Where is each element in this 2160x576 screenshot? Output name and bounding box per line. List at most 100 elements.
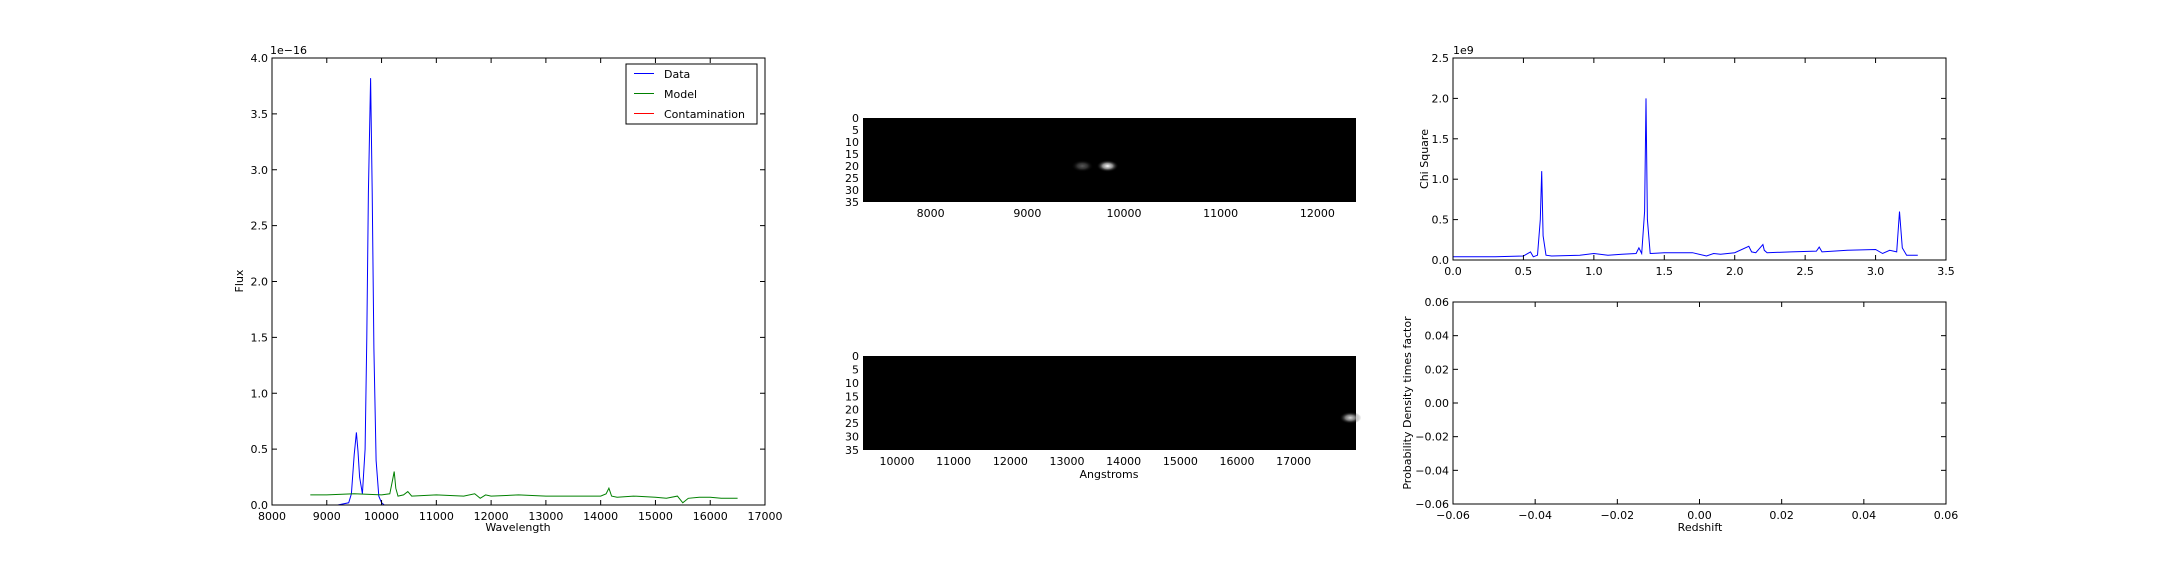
y-tick-label: 25 <box>845 417 859 430</box>
emission-source <box>1339 411 1362 424</box>
y-tick-label: 20 <box>845 160 859 173</box>
y-tick-label: 1.0 <box>251 387 269 400</box>
x-tick-label: 11000 <box>1203 207 1238 220</box>
spectrum-plot: 8000 9000 10000 11000 12000 13000 14000 15000 16… <box>233 44 783 534</box>
probability-x-ticks: −0.06 −0.04 −0.02 0.00 0.02 0.04 0.06 <box>1436 302 1958 522</box>
y-tick-label: 20 <box>845 404 859 417</box>
y-tick-label: 10 <box>845 136 859 149</box>
y-tick-label: −0.06 <box>1415 498 1449 511</box>
spectrum-series-data <box>337 78 387 506</box>
y-tick-label: 0.5 <box>251 443 269 456</box>
x-tick-label: 2.0 <box>1726 265 1744 278</box>
chi-square-plot-area <box>1453 58 1946 260</box>
y-tick-label: 1.5 <box>1432 133 1450 146</box>
y-tick-label: 0 <box>852 112 859 125</box>
x-tick-label: −0.06 <box>1436 509 1470 522</box>
x-tick-label: 15000 <box>638 510 673 523</box>
y-tick-label: 10 <box>845 377 859 390</box>
y-tick-label: 35 <box>845 196 859 209</box>
x-tick-label: 0.02 <box>1769 509 1794 522</box>
x-tick-label: 1.0 <box>1585 265 1603 278</box>
x-tick-label: 17000 <box>1276 455 1311 468</box>
image-top-sources <box>1071 160 1119 172</box>
legend-label-contamination: Contamination <box>664 108 745 121</box>
chi-square-y-label: Chi Square <box>1418 129 1431 189</box>
legend-label-data: Data <box>664 68 690 81</box>
probability-y-ticks: −0.06 −0.04 −0.02 0.00 0.02 0.04 0.06 <box>1415 296 1946 511</box>
x-tick-label: 2.5 <box>1796 265 1814 278</box>
y-tick-label: 0.04 <box>1425 330 1450 343</box>
y-tick-label: 0.5 <box>1432 214 1450 227</box>
image-top-x-ticks: 8000 9000 10000 11000 12000 <box>917 207 1335 220</box>
spectrum-x-ticks: 8000 9000 10000 11000 12000 13000 14000 15000 16… <box>258 58 783 523</box>
y-tick-label: 4.0 <box>251 52 269 65</box>
x-tick-label: 12000 <box>474 510 509 523</box>
y-tick-label: 30 <box>845 431 859 444</box>
x-tick-label: 3.5 <box>1937 265 1955 278</box>
x-tick-label: 0.5 <box>1515 265 1533 278</box>
chi-square-plot: 0.0 0.5 1.0 1.5 2.0 2.5 3.0 3.5 0.0 0.5 1.0 1.5 2.0… <box>1418 44 1955 278</box>
chi-square-x-ticks: 0.0 0.5 1.0 1.5 2.0 2.5 3.0 3.5 <box>1444 58 1955 278</box>
x-tick-label: 15000 <box>1163 455 1198 468</box>
y-tick-label: 15 <box>845 148 859 161</box>
image-bottom-area <box>863 356 1356 450</box>
y-tick-label: 0.0 <box>251 499 269 512</box>
image-bottom-plot: 10000 11000 12000 13000 14000 15000 16000 17000… <box>845 350 1362 481</box>
y-tick-label: 2.5 <box>1432 52 1450 65</box>
x-tick-label: 16000 <box>1220 455 1255 468</box>
probability-plot-area <box>1453 302 1946 504</box>
y-tick-label: 35 <box>845 444 859 457</box>
spectrum-offset-text: 1e−16 <box>270 44 307 57</box>
y-tick-label: 0.00 <box>1425 397 1450 410</box>
y-tick-label: 2.5 <box>251 220 269 233</box>
chi-square-offset-text: 1e9 <box>1453 44 1474 57</box>
chi-square-y-ticks: 0.0 0.5 1.0 1.5 2.0 2.5 <box>1432 52 1946 267</box>
x-tick-label: 11000 <box>936 455 971 468</box>
x-tick-label: 1.5 <box>1656 265 1674 278</box>
x-tick-label: −0.04 <box>1518 509 1552 522</box>
spectrum-series-model <box>310 471 738 504</box>
legend-label-model: Model <box>664 88 697 101</box>
x-tick-label: 12000 <box>993 455 1028 468</box>
x-tick-label: 8000 <box>917 207 945 220</box>
y-tick-label: 1.0 <box>1432 173 1450 186</box>
x-tick-label: 0.04 <box>1852 509 1877 522</box>
x-tick-label: 9000 <box>313 510 341 523</box>
x-tick-label: 10000 <box>880 455 915 468</box>
x-tick-label: 12000 <box>1300 207 1335 220</box>
emission-source <box>1071 160 1094 172</box>
spectrum-y-ticks: 0.0 0.5 1.0 1.5 2.0 2.5 3.0 3.5 4.0 <box>251 52 765 512</box>
emission-source <box>1096 160 1119 172</box>
y-tick-label: −0.02 <box>1415 431 1449 444</box>
image-bottom-x-ticks: 10000 11000 12000 13000 14000 15000 16000 17000 <box>880 455 1312 468</box>
y-tick-label: 15 <box>845 390 859 403</box>
y-tick-label: 5 <box>852 124 859 137</box>
y-tick-label: 30 <box>845 184 859 197</box>
image-top-area <box>863 118 1356 202</box>
y-tick-label: 25 <box>845 172 859 185</box>
y-tick-label: 5 <box>852 363 859 376</box>
x-tick-label: 14000 <box>1106 455 1141 468</box>
x-tick-label: 9000 <box>1013 207 1041 220</box>
y-tick-label: 3.5 <box>251 108 269 121</box>
x-tick-label: 17000 <box>748 510 783 523</box>
x-tick-label: 13000 <box>528 510 563 523</box>
y-tick-label: 3.0 <box>251 164 269 177</box>
spectrum-legend: Data Model Contamination <box>625 63 758 125</box>
x-tick-label: 0.06 <box>1934 509 1959 522</box>
x-tick-label: 13000 <box>1050 455 1085 468</box>
x-tick-label: 10000 <box>1107 207 1142 220</box>
x-tick-label: 0.0 <box>1444 265 1462 278</box>
x-tick-label: 10000 <box>364 510 399 523</box>
x-tick-label: 16000 <box>693 510 728 523</box>
x-tick-label: 3.0 <box>1867 265 1885 278</box>
x-tick-label: 14000 <box>583 510 618 523</box>
y-tick-label: 2.0 <box>251 276 269 289</box>
probability-y-label: Probability Density times factor <box>1401 316 1414 490</box>
x-tick-label: 11000 <box>419 510 454 523</box>
y-tick-label: 0.0 <box>1432 254 1450 267</box>
